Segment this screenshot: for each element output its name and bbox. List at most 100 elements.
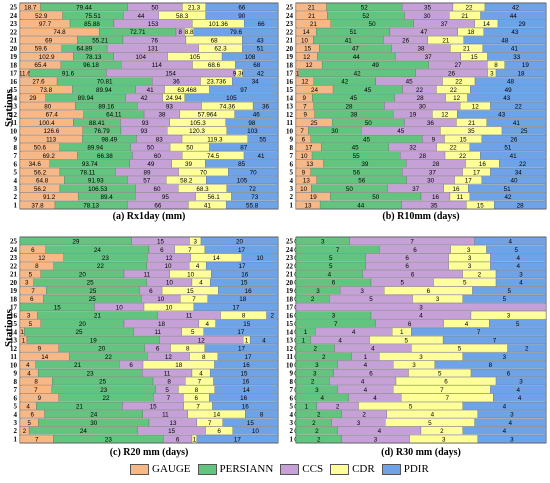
data-label: 10 <box>165 304 173 311</box>
caption-b: (b) R10mm (days) <box>382 211 460 222</box>
data-label: 79.44 <box>76 5 92 12</box>
data-label: 10 <box>301 37 309 44</box>
legend-label: CDR <box>352 463 375 475</box>
legend-swatch <box>381 463 401 475</box>
data-label: 64.11 <box>106 112 122 119</box>
data-label: 16 <box>241 271 249 278</box>
data-label: 2 <box>362 412 366 419</box>
data-label: 17 <box>238 346 246 353</box>
tick-label-station: 16 <box>10 78 18 86</box>
data-label: 4 <box>27 370 31 377</box>
data-label: 4 <box>199 280 203 287</box>
data-label: 8 <box>202 354 206 361</box>
data-label: 10 <box>300 186 308 193</box>
data-label: 28 <box>432 161 440 168</box>
bar-segment-pdir <box>207 294 279 303</box>
tick-label-station: 24 <box>10 246 18 254</box>
data-label: 42 <box>504 194 512 201</box>
data-label: 6 <box>31 412 35 419</box>
data-label: 6 <box>427 288 431 295</box>
data-label: 3 <box>519 379 523 386</box>
bar-segment-pdir <box>241 253 279 262</box>
data-label: 22 <box>515 103 523 110</box>
data-label: 20 <box>236 239 244 246</box>
tick-label-station: 18 <box>286 295 294 303</box>
data-label: 28 <box>417 95 425 102</box>
data-label: 17 <box>305 145 313 152</box>
data-label: 18 <box>239 296 247 303</box>
data-label: 93.74 <box>82 161 98 168</box>
data-label: 50 <box>151 5 159 12</box>
data-label: 58.3 <box>176 13 189 20</box>
data-label: 52.9 <box>35 13 48 20</box>
data-label: 1 <box>305 403 309 410</box>
data-label: 4 <box>509 239 513 246</box>
data-label: 6 <box>408 321 412 328</box>
bar-segment-pdir <box>209 143 279 152</box>
bar-segment-pdir <box>499 159 547 168</box>
bar-segment-pdir <box>234 110 279 119</box>
bar-segment-pdir <box>490 253 547 262</box>
tick-label-station: 10 <box>286 361 294 369</box>
bar-segment-pdir <box>205 3 279 12</box>
data-label: 29 <box>29 95 37 102</box>
data-label: 4 <box>338 337 342 344</box>
bar-segment-pdir <box>507 344 547 353</box>
tick-label-station: 9 <box>14 370 18 378</box>
data-label: 5 <box>400 280 404 287</box>
tick-label-station: 25 <box>286 238 294 246</box>
data-label: 21 <box>468 120 476 127</box>
data-label: 17 <box>473 169 481 176</box>
data-label: 37 <box>441 21 449 28</box>
bar-segment-pdir <box>477 434 547 443</box>
tick-label-station: 13 <box>10 103 18 111</box>
data-label: 25 <box>87 280 95 287</box>
bar-segment-pdir <box>205 11 279 20</box>
data-label: 50 <box>147 145 155 152</box>
data-label: 15 <box>460 136 468 143</box>
data-label: 8 <box>186 346 190 353</box>
caption-a: (a) Rx1day (mm) <box>112 211 186 222</box>
data-label: 22 <box>105 354 113 361</box>
bar-segment-pdir <box>486 245 547 254</box>
y-axis-label-bottom: Stations <box>3 309 15 347</box>
tick-label-station: 8 <box>14 144 18 152</box>
data-label: 89.94 <box>78 95 94 102</box>
bar-segment-pdir <box>206 176 279 185</box>
data-label: 6 <box>405 263 409 270</box>
tick-label-station: 14 <box>286 328 294 336</box>
data-label: 33 <box>513 54 521 61</box>
data-label: 4 <box>371 346 375 353</box>
data-label: 6 <box>129 362 133 369</box>
bar-segment-pdir <box>212 401 279 410</box>
data-label: 50 <box>369 21 377 28</box>
data-label: 75.51 <box>85 13 101 20</box>
data-label: 2 <box>313 346 317 353</box>
tick-label-station: 21 <box>10 271 18 279</box>
data-label: 153 <box>148 21 159 28</box>
tick-label-station: 5 <box>290 403 294 411</box>
bar-segment-pdir <box>481 135 547 143</box>
bar-segment-pdir <box>462 401 547 410</box>
tick-label-station: 2 <box>290 427 294 435</box>
data-label: 4 <box>262 337 266 344</box>
data-label: 24.94 <box>166 95 182 102</box>
bar-segment-pdir <box>242 69 279 77</box>
data-label: 6 <box>332 280 336 287</box>
data-label: 4 <box>373 395 377 402</box>
data-label: 66 <box>154 202 162 209</box>
data-label: 5 <box>409 403 413 410</box>
tick-label-station: 20 <box>10 279 18 287</box>
data-label: 24 <box>311 87 319 94</box>
bar-segment-pdir <box>490 167 547 176</box>
data-label: 15 <box>241 370 249 377</box>
bar-segment-pdir <box>193 27 279 36</box>
data-label: 7 <box>208 420 212 427</box>
data-label: 89.94 <box>87 145 103 152</box>
tick-label-station: 23 <box>10 254 18 262</box>
data-label: 4 <box>431 412 435 419</box>
data-label: 43 <box>511 29 519 36</box>
data-label: 2 <box>23 428 27 435</box>
data-label: 14 <box>213 412 221 419</box>
data-label: 40 <box>510 178 518 185</box>
